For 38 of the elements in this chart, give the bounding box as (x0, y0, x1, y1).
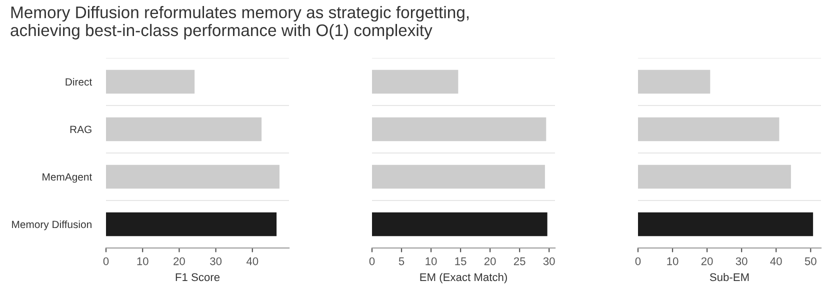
y-tick-label: RAG (70, 126, 92, 134)
x-tick-label: 40 (246, 257, 258, 266)
x-tick-label: 15 (455, 257, 466, 266)
bar (372, 70, 458, 94)
bar (372, 117, 546, 142)
x-tick-label: 5 (398, 257, 404, 266)
x-tick-label: 10 (137, 257, 148, 266)
bar (106, 212, 277, 236)
bar (106, 117, 262, 142)
x-tick-label: 20 (701, 257, 713, 266)
bar (638, 164, 791, 189)
x-tick-label: 30 (736, 257, 748, 266)
y-tick-label: MemAgent (42, 173, 92, 183)
x-tick-label: 0 (635, 257, 641, 266)
x-tick-label: 0 (369, 257, 375, 266)
bar (106, 164, 280, 189)
x-axis-title: EM (Exact Match) (420, 272, 507, 284)
x-tick-label: 10 (426, 257, 437, 266)
bar (372, 212, 548, 236)
y-tick-label: Direct (66, 78, 92, 86)
x-tick-label: 30 (543, 257, 555, 266)
x-tick-label: 20 (174, 257, 185, 266)
x-tick-label: 10 (667, 257, 678, 266)
x-tick-label: 30 (210, 257, 222, 266)
bar (638, 117, 780, 142)
bar (372, 164, 545, 189)
chart-title: Memory Diffusion reformulates memory as strategic forgetting, achieving best-in-class performance with O(1) complexity (10, 6, 469, 40)
y-tick-label: Memory Diffusion (12, 220, 92, 230)
x-tick-label: 0 (103, 257, 109, 266)
x-tick-label: 20 (484, 257, 496, 266)
x-tick-label: 25 (514, 257, 526, 266)
x-axis-title: F1 Score (176, 273, 220, 282)
x-axis-title: Sub-EM (710, 272, 749, 282)
bar (638, 212, 814, 236)
x-tick-label: 40 (770, 257, 782, 266)
bar (638, 70, 710, 94)
x-tick-label: 50 (804, 257, 816, 266)
bar (106, 70, 195, 94)
